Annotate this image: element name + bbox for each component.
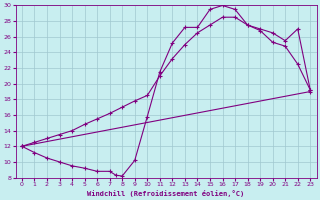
X-axis label: Windchill (Refroidissement éolien,°C): Windchill (Refroidissement éolien,°C)	[87, 190, 245, 197]
